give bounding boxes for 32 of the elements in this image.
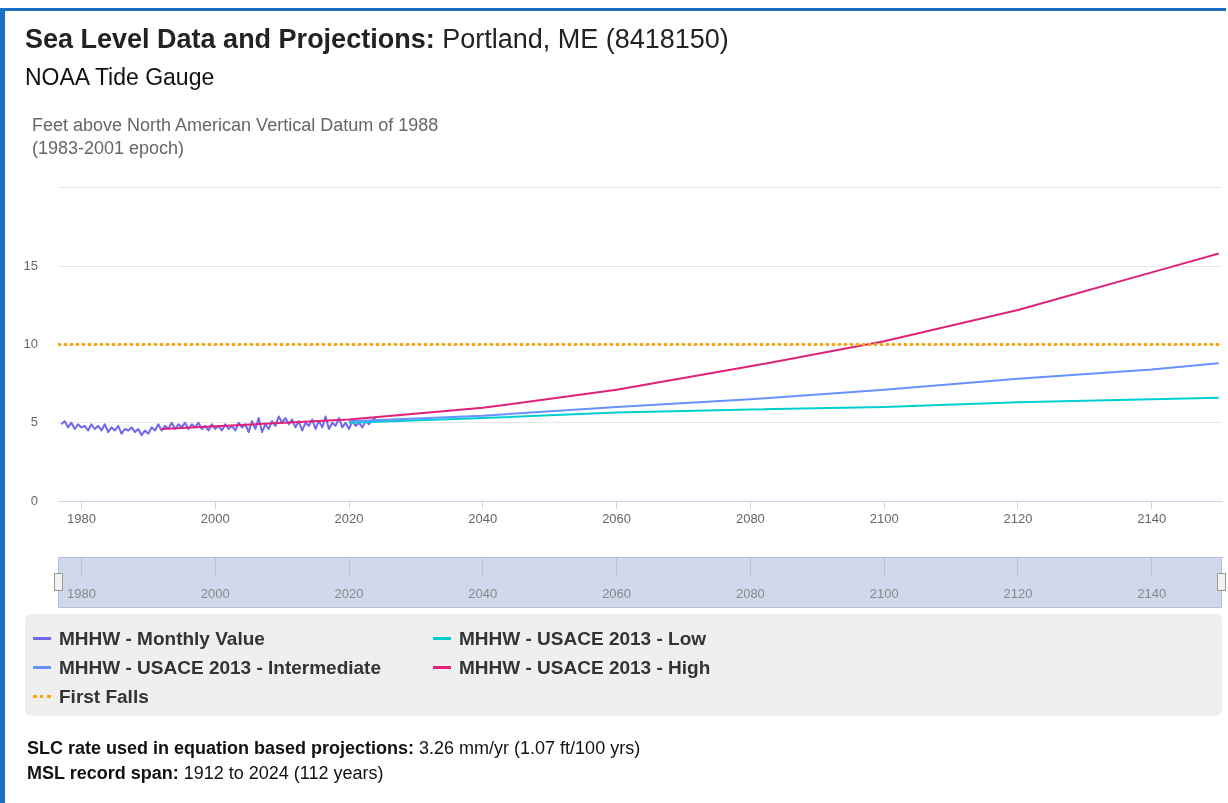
legend-label: MHHW - USACE 2013 - High bbox=[458, 655, 712, 680]
x-tick-label: 2100 bbox=[869, 586, 899, 602]
x-tick-label: 2080 bbox=[735, 586, 765, 602]
x-tick-label: 2040 bbox=[468, 586, 498, 602]
y-tick-label: 10 bbox=[23, 335, 38, 351]
y-axis-title: Feet above North American Vertical Datum of 1988 (1983-2001 epoch) bbox=[32, 114, 439, 160]
text: SLC rate used in equation based projections: 3.26 mm/yr (1.07 ft/100 yrs) bbox=[27, 737, 641, 760]
y-tick-label: 5 bbox=[30, 414, 38, 430]
x2-tick-label: 2100 bbox=[869, 511, 899, 527]
x2-tick-label: 2000 bbox=[200, 511, 230, 527]
y-tick-label: 0 bbox=[30, 492, 38, 508]
legend-label: First Falls bbox=[58, 684, 150, 709]
x-tick-label: 2020 bbox=[334, 586, 364, 602]
legend-label: MHHW - USACE 2013 - Intermediate bbox=[58, 655, 382, 680]
chart-subtitle: NOAA Tide Gauge bbox=[25, 64, 215, 91]
x2-tick-label: 2060 bbox=[602, 511, 632, 527]
x-tick-label: 2120 bbox=[1003, 586, 1033, 602]
x2-tick-label: 2080 bbox=[735, 511, 765, 527]
x-tick-label: 1980 bbox=[66, 586, 96, 602]
text: MSL record span: 1912 to 2024 (112 years) bbox=[27, 762, 385, 785]
chart-title: Sea Level Data and Projections: Portland, ME (8418150) bbox=[25, 24, 729, 55]
x-tick-label: 2000 bbox=[200, 586, 230, 602]
x2-tick-label: 2040 bbox=[468, 511, 498, 527]
x-tick-label: 2140 bbox=[1137, 586, 1167, 602]
legend-label: MHHW - USACE 2013 - Low bbox=[458, 626, 708, 651]
x-tick-label: 2060 bbox=[602, 586, 632, 602]
legend-label: MHHW - Monthly Value bbox=[58, 626, 266, 651]
x2-tick-label: 1980 bbox=[66, 511, 96, 527]
x2-tick-label: 2020 bbox=[334, 511, 364, 527]
x2-tick-label: 2120 bbox=[1003, 511, 1033, 527]
y-tick-label: 15 bbox=[23, 257, 38, 273]
x2-tick-label: 2140 bbox=[1137, 511, 1167, 527]
